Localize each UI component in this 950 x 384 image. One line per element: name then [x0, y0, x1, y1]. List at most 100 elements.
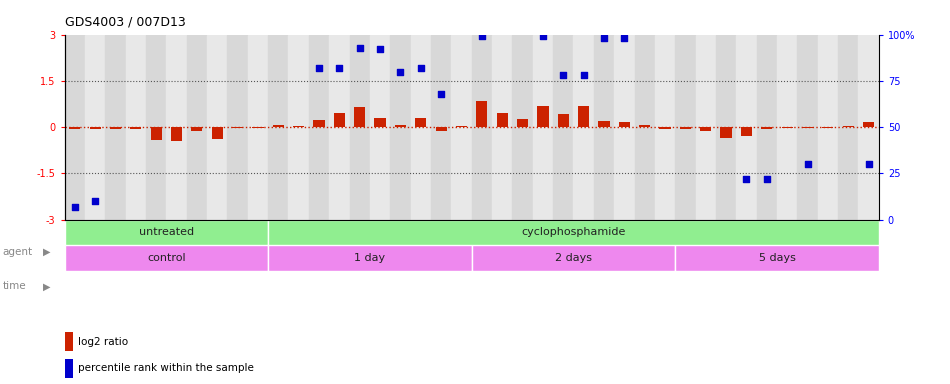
Bar [574, 35, 594, 220]
Bar [146, 35, 166, 220]
Bar [227, 35, 248, 220]
Bar [289, 35, 309, 220]
Bar [350, 35, 370, 220]
Text: percentile rank within the sample: percentile rank within the sample [78, 363, 254, 373]
Bar [818, 35, 838, 220]
Bar [578, 106, 589, 127]
Bar [838, 35, 859, 220]
Bar [309, 35, 330, 220]
Bar [390, 35, 410, 220]
Point [535, 33, 550, 40]
Bar [451, 35, 471, 220]
Bar [130, 127, 142, 129]
Bar [105, 35, 125, 220]
Bar [293, 126, 304, 127]
Point [800, 161, 815, 167]
Bar [655, 35, 675, 220]
Bar [594, 35, 614, 220]
Bar [492, 35, 512, 220]
Text: log2 ratio: log2 ratio [78, 337, 128, 347]
Bar [700, 127, 712, 131]
Bar [456, 126, 467, 127]
Bar [370, 35, 390, 220]
Bar [680, 127, 691, 129]
Text: untreated: untreated [139, 227, 194, 237]
Text: control: control [147, 253, 185, 263]
Text: GDS4003 / 007D13: GDS4003 / 007D13 [65, 15, 185, 28]
Point [372, 46, 388, 53]
Bar [675, 35, 695, 220]
Bar [497, 113, 508, 127]
Point [617, 35, 632, 41]
Point [474, 33, 489, 40]
Bar [431, 35, 451, 220]
Bar [598, 121, 610, 127]
Bar [695, 35, 716, 220]
Bar [843, 126, 854, 127]
Bar [720, 127, 732, 138]
Bar [171, 127, 182, 141]
Text: cyclophosphamide: cyclophosphamide [522, 227, 626, 237]
Bar [614, 35, 635, 220]
Bar [415, 118, 427, 127]
Bar [191, 127, 202, 131]
Bar [782, 127, 792, 128]
Text: ▶: ▶ [43, 247, 50, 257]
Bar [761, 127, 772, 129]
Point [332, 65, 347, 71]
Point [312, 65, 327, 71]
Bar [89, 127, 101, 129]
Bar [166, 35, 187, 220]
Bar [314, 120, 325, 127]
Bar [65, 35, 85, 220]
Bar [472, 245, 675, 271]
Bar [273, 126, 284, 127]
Bar [659, 127, 671, 129]
Text: 5 days: 5 days [758, 253, 795, 263]
Bar [538, 106, 548, 127]
Point [597, 35, 612, 41]
Text: time: time [3, 281, 27, 291]
Text: agent: agent [3, 247, 33, 257]
Bar [639, 124, 651, 127]
Point [67, 204, 83, 210]
Bar [333, 113, 345, 127]
Bar [187, 35, 207, 220]
Bar [618, 122, 630, 127]
Text: ▶: ▶ [43, 281, 50, 291]
Bar [151, 127, 162, 140]
Point [556, 72, 571, 78]
Bar [756, 35, 777, 220]
Bar [69, 127, 81, 129]
Text: 2 days: 2 days [555, 253, 592, 263]
Bar [675, 245, 879, 271]
Bar [248, 35, 268, 220]
Bar [802, 127, 813, 128]
Bar [736, 35, 756, 220]
Bar [268, 220, 879, 245]
Bar [207, 35, 227, 220]
Bar [410, 35, 431, 220]
Bar [212, 127, 223, 139]
Bar [435, 127, 446, 131]
Point [393, 68, 408, 74]
Bar [472, 35, 492, 220]
Bar [517, 119, 528, 127]
Bar [65, 245, 268, 271]
Bar [476, 101, 487, 127]
Bar [268, 245, 472, 271]
Point [87, 198, 103, 204]
Bar [65, 220, 268, 245]
Bar [330, 35, 350, 220]
Bar [553, 35, 574, 220]
Bar [533, 35, 553, 220]
Point [576, 72, 591, 78]
Bar [125, 35, 146, 220]
Bar [863, 122, 874, 127]
Point [861, 161, 876, 167]
Bar [512, 35, 533, 220]
Text: 1 day: 1 day [354, 253, 386, 263]
Bar [85, 35, 105, 220]
Bar [253, 127, 263, 128]
Bar [859, 35, 879, 220]
